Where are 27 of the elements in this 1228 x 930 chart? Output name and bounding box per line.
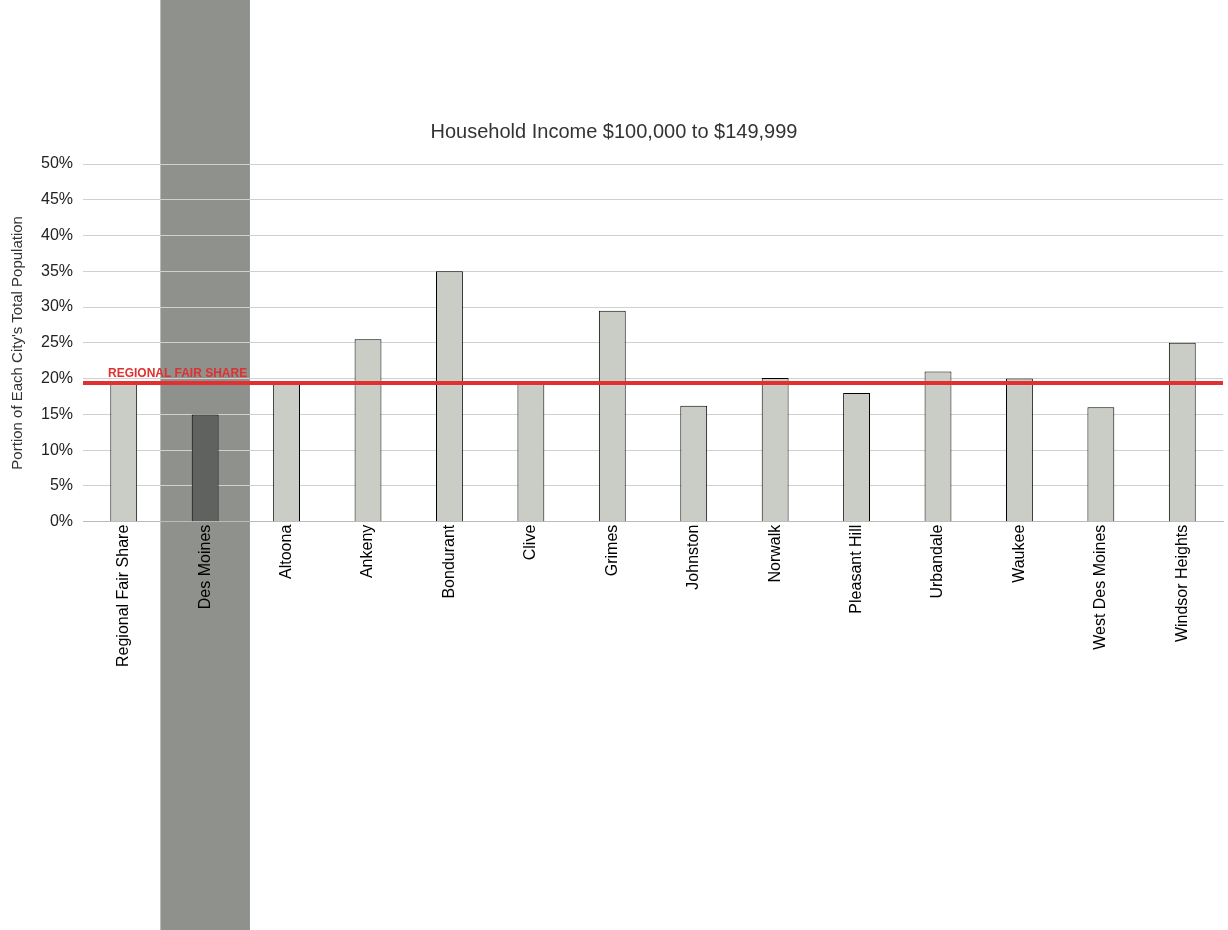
y-tick-label: 45% [40,190,74,208]
x-tick-label: Altoona [277,524,294,579]
chart-title: Household Income $100,000 to $149,999 [430,119,798,142]
x-tick-label: Pleasant Hill [846,524,864,614]
y-axis-title: Portion of Each City's Total Population [8,216,26,470]
y-tick-label: 40% [40,225,74,243]
x-tick-label: Norwalk [765,523,783,583]
x-tick-label: Waukee [1009,524,1027,583]
y-tick-label: 10% [40,440,74,458]
x-tick-label: Johnston [684,524,702,590]
y-tick-label: 35% [40,261,74,279]
x-tick-label: Regional Fair Share [114,524,132,667]
y-tick-label: 30% [40,297,74,315]
y-tick-label: 5% [49,476,74,494]
y-tick-label: 25% [40,333,74,351]
x-tick-label: Des Moines [195,524,213,610]
y-tick-label: 0% [49,512,74,530]
x-tick-label: Urbandale [928,524,946,599]
y-tick-label: 20% [40,369,74,387]
x-tick-label: West Des Moines [1091,524,1109,650]
y-tick-label: 50% [40,154,74,172]
x-tick-label: Bondurant [439,524,457,599]
x-tick-label: Clive [521,524,539,561]
y-tick-label: 15% [40,404,74,422]
x-tick-label: Windsor Heights [1172,524,1190,643]
x-tick-label: Ankeny [358,524,376,579]
x-tick-label: Grimes [602,524,620,577]
